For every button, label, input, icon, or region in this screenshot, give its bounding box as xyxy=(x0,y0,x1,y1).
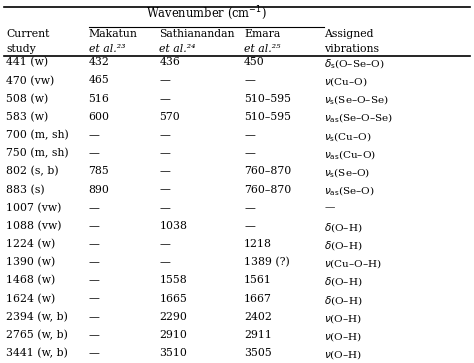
Text: 432: 432 xyxy=(89,57,109,67)
Text: Makatun: Makatun xyxy=(89,29,137,39)
Text: 510–595: 510–595 xyxy=(244,94,291,104)
Text: $\nu$(O–H): $\nu$(O–H) xyxy=(324,330,362,343)
Text: 570: 570 xyxy=(159,112,180,122)
Text: $\delta$(O–H): $\delta$(O–H) xyxy=(324,276,363,288)
Text: 441 (w): 441 (w) xyxy=(6,57,48,68)
Text: —: — xyxy=(89,221,100,231)
Text: 1390 (w): 1390 (w) xyxy=(6,257,55,268)
Text: 883 (s): 883 (s) xyxy=(6,184,45,195)
Text: 3441 (w, b): 3441 (w, b) xyxy=(6,348,68,358)
Text: 760–870: 760–870 xyxy=(244,166,292,176)
Text: $\nu_{\rm as}$(Cu–O): $\nu_{\rm as}$(Cu–O) xyxy=(324,148,376,162)
Text: 890: 890 xyxy=(89,184,109,195)
Text: 450: 450 xyxy=(244,57,265,67)
Text: $\nu$(O–H): $\nu$(O–H) xyxy=(324,312,362,325)
Text: —: — xyxy=(324,203,335,212)
Text: $\nu_{\rm s}$(Se–O–Se): $\nu_{\rm s}$(Se–O–Se) xyxy=(324,94,389,107)
Text: —: — xyxy=(89,239,100,249)
Text: —: — xyxy=(159,203,170,213)
Text: —: — xyxy=(159,184,170,195)
Text: $\delta$(O–H): $\delta$(O–H) xyxy=(324,239,363,252)
Text: 760–870: 760–870 xyxy=(244,184,292,195)
Text: 785: 785 xyxy=(89,166,109,176)
Text: 2910: 2910 xyxy=(159,330,187,340)
Text: —: — xyxy=(244,130,255,140)
Text: 1218: 1218 xyxy=(244,239,272,249)
Text: Assigned: Assigned xyxy=(324,29,374,39)
Text: —: — xyxy=(159,76,170,86)
Text: 2394 (w, b): 2394 (w, b) xyxy=(6,312,68,322)
Text: 436: 436 xyxy=(159,57,180,67)
Text: —: — xyxy=(89,330,100,340)
Text: —: — xyxy=(244,76,255,86)
Text: —: — xyxy=(159,166,170,176)
Text: —: — xyxy=(244,221,255,231)
Text: Sathianandan: Sathianandan xyxy=(159,29,235,39)
Text: —: — xyxy=(244,148,255,158)
Text: $\nu$(Cu–O): $\nu$(Cu–O) xyxy=(324,76,368,89)
Text: $\delta_{\rm s}$(O–Se–O): $\delta_{\rm s}$(O–Se–O) xyxy=(324,57,384,71)
Text: $\nu$(Cu–O–H): $\nu$(Cu–O–H) xyxy=(324,257,382,270)
Text: 583 (w): 583 (w) xyxy=(6,112,48,122)
Text: $\nu_{\rm s}$(Se–O): $\nu_{\rm s}$(Se–O) xyxy=(324,166,370,180)
Text: $\nu$(O–H): $\nu$(O–H) xyxy=(324,348,362,361)
Text: study: study xyxy=(6,44,36,54)
Text: 470 (vw): 470 (vw) xyxy=(6,76,55,86)
Text: $\nu_{\rm s}$(Cu–O): $\nu_{\rm s}$(Cu–O) xyxy=(324,130,372,144)
Text: 1561: 1561 xyxy=(244,276,272,285)
Text: 2911: 2911 xyxy=(244,330,272,340)
Text: —: — xyxy=(159,94,170,104)
Text: et al.²⁵: et al.²⁵ xyxy=(244,44,281,54)
Text: —: — xyxy=(89,148,100,158)
Text: —: — xyxy=(89,348,100,358)
Text: Current: Current xyxy=(6,29,49,39)
Text: 1665: 1665 xyxy=(159,294,187,303)
Text: —: — xyxy=(89,276,100,285)
Text: Emara: Emara xyxy=(244,29,280,39)
Text: 2765 (w, b): 2765 (w, b) xyxy=(6,330,68,340)
Text: 1007 (vw): 1007 (vw) xyxy=(6,203,62,213)
Text: 516: 516 xyxy=(89,94,109,104)
Text: $\delta$(O–H): $\delta$(O–H) xyxy=(324,221,363,234)
Text: —: — xyxy=(159,130,170,140)
Text: 1667: 1667 xyxy=(244,294,272,303)
Text: $\nu_{\rm as}$(Se–O–Se): $\nu_{\rm as}$(Se–O–Se) xyxy=(324,112,393,126)
Text: —: — xyxy=(89,130,100,140)
Text: et al.²³: et al.²³ xyxy=(89,44,125,54)
Text: —: — xyxy=(244,203,255,213)
Text: 1038: 1038 xyxy=(159,221,187,231)
Text: 1224 (w): 1224 (w) xyxy=(6,239,55,249)
Text: 508 (w): 508 (w) xyxy=(6,94,48,104)
Text: —: — xyxy=(159,148,170,158)
Text: 750 (m, sh): 750 (m, sh) xyxy=(6,148,69,159)
Text: Wavenumber (cm$^{-1}$): Wavenumber (cm$^{-1}$) xyxy=(146,5,267,23)
Text: 802 (s, b): 802 (s, b) xyxy=(6,166,59,177)
Text: et al.²⁴: et al.²⁴ xyxy=(159,44,196,54)
Text: 1624 (w): 1624 (w) xyxy=(6,294,55,304)
Text: —: — xyxy=(89,257,100,267)
Text: $\delta$(O–H): $\delta$(O–H) xyxy=(324,294,363,306)
Text: 2402: 2402 xyxy=(244,312,272,322)
Text: $\nu_{\rm as}$(Se–O): $\nu_{\rm as}$(Se–O) xyxy=(324,184,375,198)
Text: 465: 465 xyxy=(89,76,109,86)
Text: 1468 (w): 1468 (w) xyxy=(6,276,55,286)
Text: 510–595: 510–595 xyxy=(244,112,291,122)
Text: 1389 (?): 1389 (?) xyxy=(244,257,290,268)
Text: —: — xyxy=(89,312,100,322)
Text: vibrations: vibrations xyxy=(324,44,379,54)
Text: 700 (m, sh): 700 (m, sh) xyxy=(6,130,69,140)
Text: 2290: 2290 xyxy=(159,312,187,322)
Text: 3510: 3510 xyxy=(159,348,187,358)
Text: —: — xyxy=(159,239,170,249)
Text: 1088 (vw): 1088 (vw) xyxy=(6,221,62,231)
Text: 1558: 1558 xyxy=(159,276,187,285)
Text: —: — xyxy=(89,294,100,303)
Text: —: — xyxy=(89,203,100,213)
Text: 600: 600 xyxy=(89,112,109,122)
Text: 3505: 3505 xyxy=(244,348,272,358)
Text: —: — xyxy=(159,257,170,267)
